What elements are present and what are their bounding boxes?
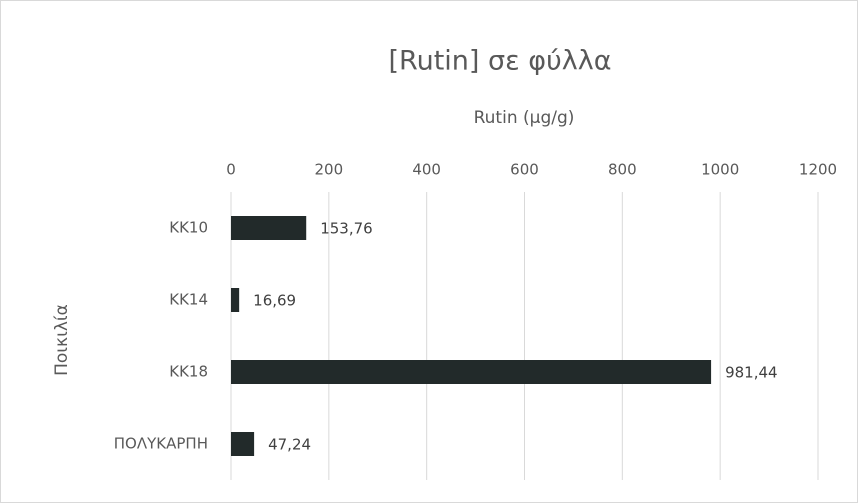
x-tick-label: 0 <box>226 161 236 179</box>
x-tick-label: 1000 <box>701 161 739 179</box>
x-tick-label: 600 <box>510 161 539 179</box>
data-label: 47,24 <box>268 436 311 454</box>
x-tick-label: 1200 <box>799 161 837 179</box>
bar <box>231 216 307 240</box>
y-tick-label: ΠΟΛΥΚΑΡΠΗ <box>114 435 208 453</box>
data-label: 981,44 <box>725 364 778 382</box>
y-tick-label: KK18 <box>169 363 208 381</box>
bar <box>231 432 255 456</box>
bar <box>231 360 712 384</box>
y-tick-label: KK10 <box>169 219 208 237</box>
y-axis-label: Ποικιλία <box>52 304 72 376</box>
data-label: 16,69 <box>253 292 296 310</box>
y-tick-label: KK14 <box>169 291 208 309</box>
x-tick-label: 400 <box>412 161 441 179</box>
x-axis-label: Rutin (μg/g) <box>474 108 575 128</box>
x-tick-label: 200 <box>315 161 344 179</box>
x-tick-label: 800 <box>608 161 637 179</box>
bar <box>231 288 240 312</box>
data-label: 153,76 <box>320 220 373 238</box>
chart-title: [Rutin] σε φύλλα <box>389 46 612 77</box>
